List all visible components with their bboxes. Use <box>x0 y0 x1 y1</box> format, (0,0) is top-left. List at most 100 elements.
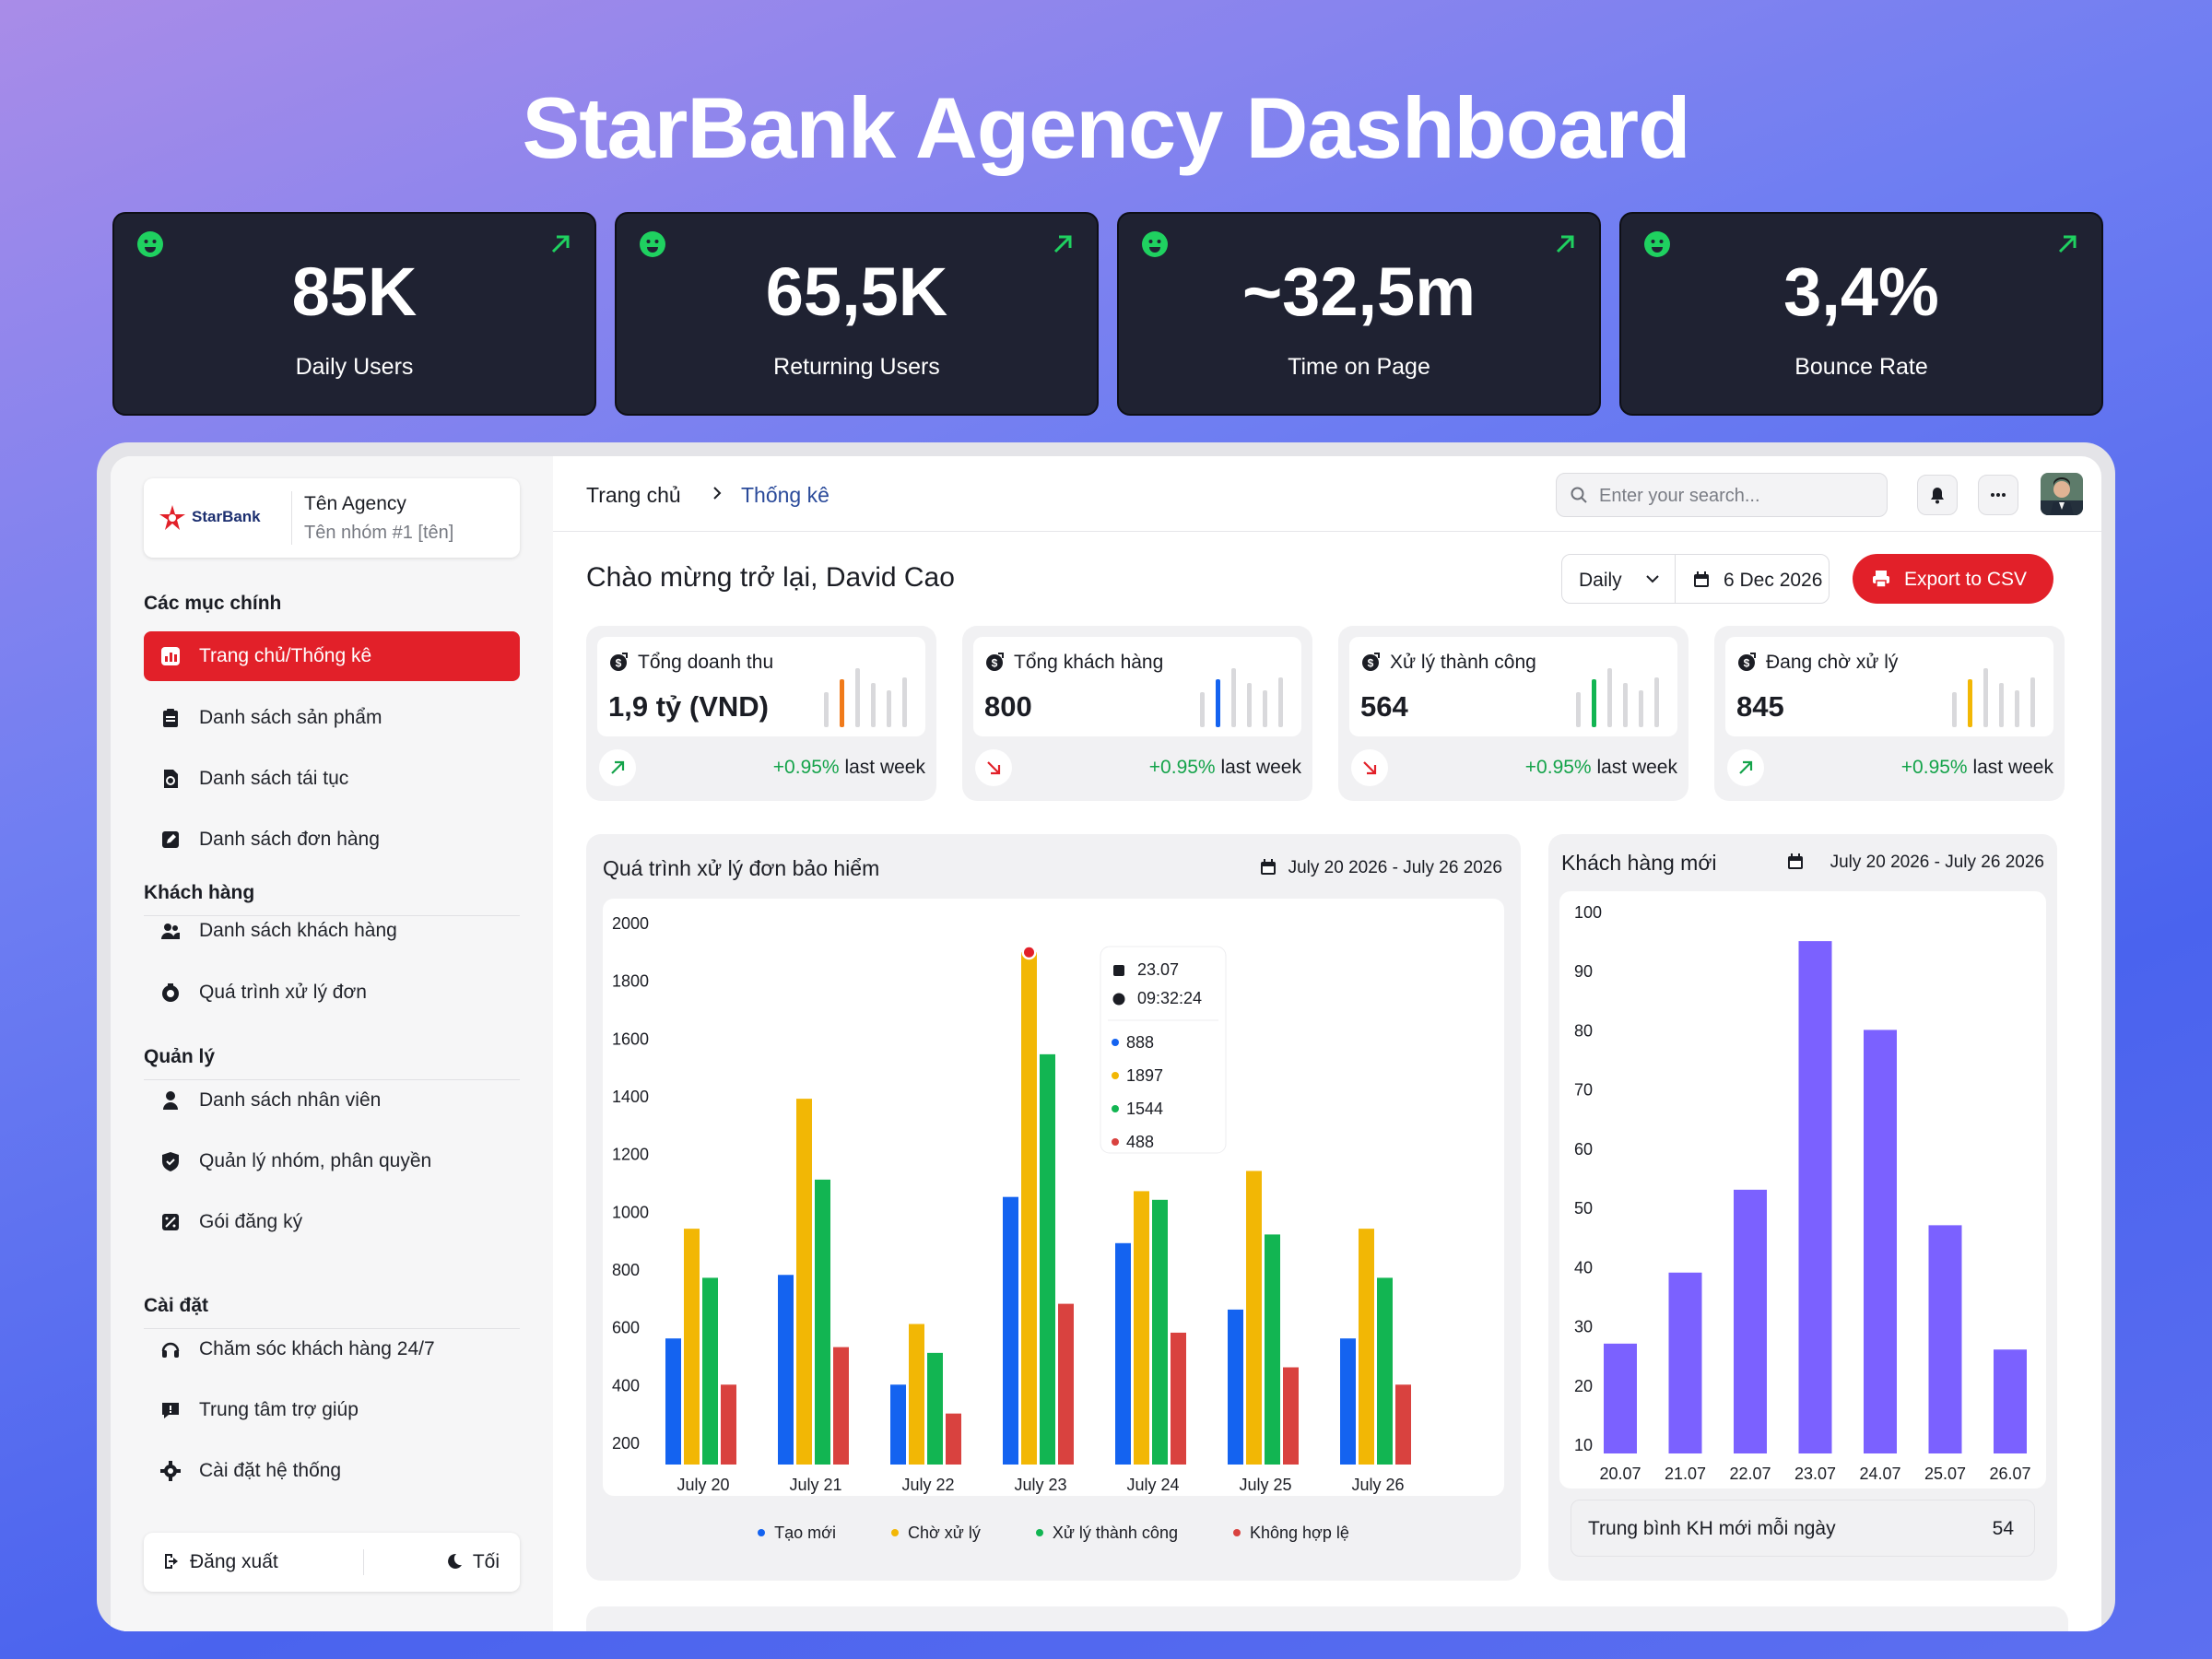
sidebar-item[interactable]: Quản lý nhóm, phân quyền <box>144 1136 520 1186</box>
customers-chart-title: Khách hàng mới <box>1561 851 1717 875</box>
kpi-label: Daily Users <box>295 354 414 380</box>
mini-bar <box>1968 679 1972 727</box>
mini-bar <box>1983 668 1988 727</box>
dark-mode-toggle[interactable]: Tối <box>445 1551 500 1573</box>
moon-icon <box>447 1553 462 1569</box>
date-picker[interactable]: 6 Dec 2026 <box>1675 554 1830 604</box>
tooltip-point <box>1024 947 1034 958</box>
sidebar-item[interactable]: Cài đặt hệ thống <box>144 1446 520 1496</box>
trend-badge <box>1351 749 1388 786</box>
bar <box>1228 1309 1243 1465</box>
logo-text: StarBank <box>192 508 261 525</box>
legend-label: Tạo mới <box>774 1524 836 1542</box>
bar <box>833 1347 849 1465</box>
bar <box>890 1384 906 1465</box>
calendar-icon <box>1788 853 1803 869</box>
sidebar-item[interactable]: Gói đăng ký <box>144 1197 520 1247</box>
stat-change: +0.95% last week <box>773 757 925 779</box>
search-box <box>1556 473 1888 517</box>
bar <box>1734 1189 1767 1453</box>
sidebar-item-label: Quá trình xử lý đơn <box>199 982 367 1003</box>
y-tick-label: 1600 <box>612 1030 649 1048</box>
tooltip-value: 888 <box>1126 1033 1154 1052</box>
sidebar-item[interactable]: Quá trình xử lý đơn <box>144 968 520 1018</box>
logout-icon <box>165 1554 178 1569</box>
search-icon <box>1571 487 1587 503</box>
mini-bar <box>1623 683 1628 727</box>
printer-icon <box>1873 571 1889 588</box>
sidebar-item-label: Danh sách tái tục <box>199 768 349 789</box>
kpi-card: 85K Daily Users <box>112 212 596 416</box>
headset-icon <box>161 1342 180 1358</box>
sidebar-item[interactable]: Chăm sóc khách hàng 24/7 <box>144 1324 520 1374</box>
kpi-card: 3,4% Bounce Rate <box>1619 212 2103 416</box>
stat-change: +0.95% last week <box>1525 757 1677 779</box>
legend-label: Chờ xử lý <box>907 1524 981 1542</box>
y-tick-label: 800 <box>612 1261 640 1279</box>
breadcrumb-home[interactable]: Trang chủ <box>586 483 681 507</box>
sidebar-item[interactable]: Danh sách khách hàng <box>144 906 520 956</box>
more-options-button[interactable] <box>1978 475 2018 515</box>
package-icon <box>162 1214 179 1230</box>
average-value: 54 <box>1992 1518 2014 1539</box>
y-tick-label: 30 <box>1574 1318 1593 1336</box>
tooltip-series-dot <box>1112 1072 1119 1079</box>
sidebar-item[interactable]: Danh sách tái tục <box>144 754 520 804</box>
bar <box>927 1352 943 1465</box>
arrow-up-right-icon <box>1053 235 1072 253</box>
mini-bar <box>902 677 907 727</box>
export-csv-button[interactable]: Export to CSV <box>1853 554 2053 604</box>
mini-bar <box>1639 690 1643 727</box>
mini-bar <box>1654 677 1659 727</box>
avatar[interactable] <box>2041 473 2083 515</box>
search-input[interactable] <box>1599 483 1876 509</box>
edit-order-icon <box>162 831 179 848</box>
bar <box>946 1413 961 1465</box>
mini-bar <box>887 690 891 727</box>
tooltip-value: 1897 <box>1126 1066 1163 1085</box>
export-label: Export to CSV <box>1904 569 2028 590</box>
bar <box>1171 1332 1186 1465</box>
coin-icon: $ <box>610 653 628 671</box>
change-percent: +0.95% <box>1524 757 1592 778</box>
legend-item: Tạo mới <box>758 1524 836 1542</box>
orders-chart-card: Quá trình xử lý đơn bảo hiểm July 20 202… <box>586 834 1521 1581</box>
sidebar-item-label: Quản lý nhóm, phân quyền <box>199 1150 432 1171</box>
sidebar-item[interactable]: Trang chủ/Thống kê <box>144 631 520 681</box>
topbar: Trang chủ Thống kê <box>553 456 2101 532</box>
sidebar-item-label: Chăm sóc khách hàng 24/7 <box>199 1338 435 1359</box>
smile-icon <box>1142 231 1168 257</box>
sidebar-section-title: Khách hàng <box>144 882 255 903</box>
trend-badge <box>599 749 636 786</box>
customers-chart-area: 10 20 30 40 50 60 70 80 90 100 20.07 21.07 22.07 23.0… <box>1559 891 2046 1488</box>
notification-button[interactable] <box>1917 475 1958 515</box>
sidebar-item[interactable]: Trung tâm trợ giúp <box>144 1385 520 1435</box>
bar <box>721 1384 736 1465</box>
sidebar-item[interactable]: Danh sách sản phẩm <box>144 693 520 743</box>
stat-value: 1,9 tỷ (VND) <box>608 690 769 723</box>
stat-title: Tổng doanh thu <box>638 652 774 673</box>
calendar-icon <box>1694 571 1709 587</box>
bar <box>1058 1303 1074 1465</box>
bell-icon <box>1931 488 1944 504</box>
customers-chart-range: July 20 2026 - July 26 2026 <box>1830 853 2044 872</box>
breadcrumb-current: Thống kê <box>741 483 830 507</box>
sidebar-item[interactable]: Danh sách đơn hàng <box>144 815 520 865</box>
stat-card: $ Tổng doanh thu 1,9 tỷ (VND) +0.95% last w… <box>586 626 936 801</box>
agency-switcher[interactable]: StarBank Tên Agency Tên nhóm #1 [tên] <box>144 478 520 558</box>
coin-icon: $ <box>1362 653 1380 671</box>
calendar-icon <box>1261 859 1276 875</box>
mini-bar-chart <box>824 668 907 727</box>
y-tick-label: 1200 <box>612 1146 649 1164</box>
date-value: 6 Dec 2026 <box>1724 570 1823 591</box>
logout-button[interactable]: Đăng xuất <box>162 1551 278 1573</box>
kpi-label: Bounce Rate <box>1794 354 1928 380</box>
period-select[interactable]: Daily <box>1561 554 1676 604</box>
x-tick-label: 22.07 <box>1729 1465 1771 1483</box>
sidebar-item[interactable]: Danh sách nhân viên <box>144 1076 520 1125</box>
arrow-up-right-icon <box>2058 235 2077 253</box>
svg-text:$: $ <box>1368 657 1374 670</box>
bar <box>1395 1384 1411 1465</box>
chevron-right-icon <box>713 487 722 500</box>
bar <box>1246 1171 1262 1465</box>
